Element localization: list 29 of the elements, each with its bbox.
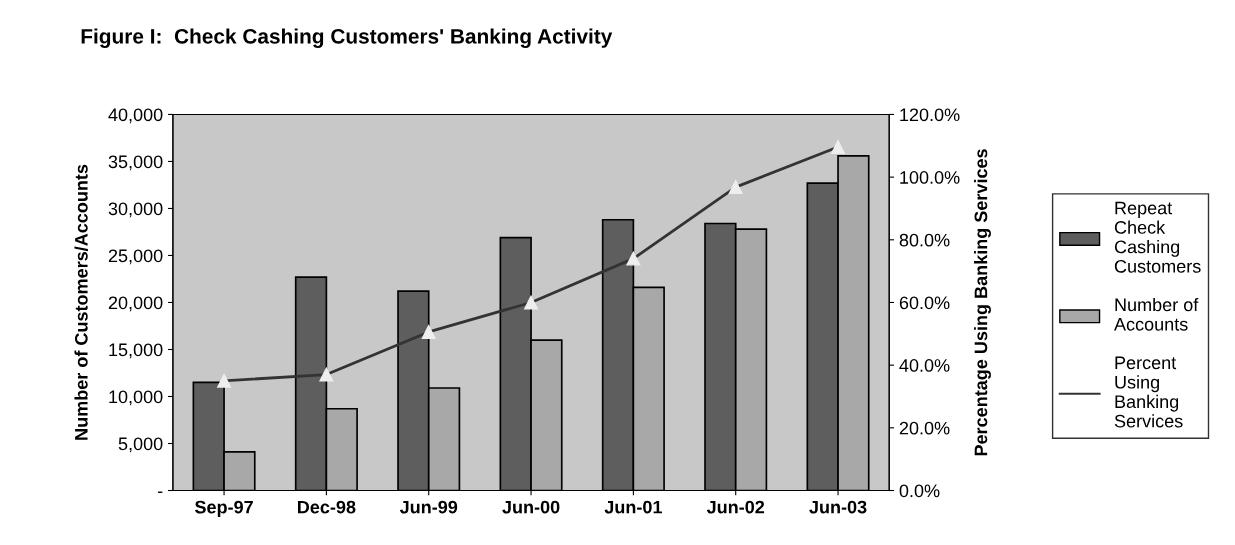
x-tick-label: Jun-00: [502, 500, 560, 514]
legend-label: Repeat Check Cashing Customers: [1114, 201, 1201, 273]
y-tick-label: 20,000: [108, 296, 163, 312]
legend-label: Number of Accounts: [1114, 297, 1199, 331]
y-tick-label: 5,000: [118, 437, 163, 453]
x-tick-label: Jun-03: [809, 500, 867, 514]
y-tick-label: 30,000: [108, 202, 163, 218]
x-tick-label: Jun-02: [706, 500, 765, 514]
y2-tick-label: 20.0%: [899, 421, 950, 435]
y2-tick-label: 60.0%: [899, 296, 950, 310]
y2-tick-label: 80.0%: [899, 233, 950, 247]
x-tick-label: Sep-97: [194, 500, 253, 518]
y2-tick-label: 120.0%: [900, 108, 960, 122]
y2-tick-label: 100.0%: [900, 171, 960, 184]
legend-label: Percent Using Banking Services: [1114, 356, 1183, 428]
x-tick-label: Jun-01: [604, 500, 662, 514]
y2-axis-title: Percentage Using Banking Services: [974, 149, 991, 456]
y-tick-label: 35,000: [108, 155, 163, 171]
y-tick-label: 25,000: [108, 249, 163, 265]
y2-tick-label: 0.0%: [899, 484, 940, 498]
y-tick-label: 40,000: [108, 108, 163, 124]
y2-tick-label: 40.0%: [899, 359, 950, 372]
y-axis-title: Number of Customers/Accounts: [74, 164, 88, 440]
chart-title: Figure I: Check Cashing Customers' Banking Activity: [81, 28, 613, 48]
x-tick-label: Jun-99: [399, 500, 458, 514]
x-tick-label: Dec-98: [297, 500, 356, 514]
y-tick-label: 15,000: [109, 343, 163, 359]
y-tick-label: -: [157, 491, 163, 493]
y-tick-label: 10,000: [109, 390, 163, 406]
